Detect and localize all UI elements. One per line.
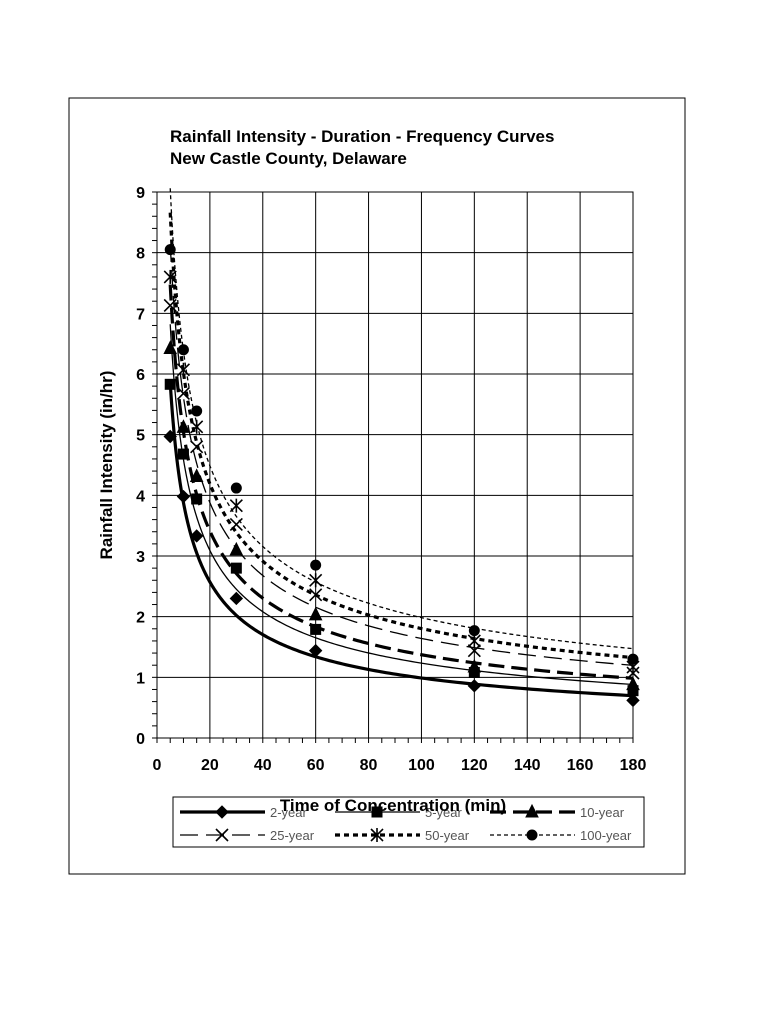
y-tick-label: 5 xyxy=(136,428,145,445)
data-point-10-year xyxy=(308,606,323,621)
data-point-2-year xyxy=(626,693,640,708)
data-point-2-year xyxy=(176,489,191,504)
data-point-5-year xyxy=(164,378,176,390)
data-point-100-year xyxy=(191,405,203,417)
y-tick-label: 7 xyxy=(136,306,145,323)
legend-marker xyxy=(370,828,384,842)
y-tick-label: 6 xyxy=(136,367,145,384)
data-point-2-year xyxy=(467,679,482,693)
data-point-10-year xyxy=(626,676,640,691)
series-line-5-year xyxy=(169,324,634,686)
data-point-25-year xyxy=(467,644,481,658)
y-tick-label: 0 xyxy=(136,731,145,748)
data-point-50-year xyxy=(176,362,191,377)
y-tick-label: 8 xyxy=(136,246,145,263)
minor-ticks xyxy=(152,191,634,743)
y-axis-title: Rainfall Intensity (in/hr) xyxy=(97,371,116,560)
chart-frame xyxy=(68,97,686,875)
legend-label: 25-year xyxy=(270,828,315,843)
data-point-100-year xyxy=(627,653,639,665)
data-point-25-year xyxy=(163,298,177,313)
legend-box xyxy=(172,796,645,848)
data-point-50-year xyxy=(163,269,177,284)
legend-marker xyxy=(371,806,383,818)
chart-subtitle: New Castle County, Delaware xyxy=(170,149,407,168)
series-line-2-year xyxy=(168,382,634,698)
series-line-25-year xyxy=(169,243,634,666)
x-tick-label: 0 xyxy=(153,757,162,774)
data-point-10-year xyxy=(189,468,204,483)
x-tick-labels: 0 20 40 60 80 100 120 140 160 180 xyxy=(153,757,647,774)
data-point-100-year xyxy=(230,482,242,494)
data-point-100-year xyxy=(468,625,480,637)
data-point-100-year xyxy=(177,344,189,356)
x-tick-label: 100 xyxy=(408,757,435,774)
legend-marker xyxy=(526,829,538,841)
data-point-10-year xyxy=(467,658,482,673)
legend-marker xyxy=(215,805,229,819)
data-point-2-year xyxy=(308,643,323,658)
data-point-50-year xyxy=(190,419,204,434)
x-axis-title: Time of Concentration (min) xyxy=(280,796,506,815)
data-point-25-year xyxy=(176,386,191,400)
y-tick-label: 2 xyxy=(136,610,145,627)
y-tick-label: 1 xyxy=(136,670,145,687)
data-point-10-year xyxy=(176,419,191,433)
y-tick-label: 9 xyxy=(136,185,145,202)
legend-label: 5-year xyxy=(425,805,463,820)
data-point-2-year xyxy=(163,429,177,444)
y-tick-label: 3 xyxy=(136,549,145,566)
legend-label: 100-year xyxy=(580,828,632,843)
legend-marker xyxy=(215,828,229,842)
x-tick-label: 140 xyxy=(514,757,541,774)
plot-area xyxy=(156,191,634,739)
legend-label: 50-year xyxy=(425,828,470,843)
series-line-50-year xyxy=(168,212,634,660)
x-tick-label: 20 xyxy=(201,757,219,774)
legend-label: 10-year xyxy=(580,805,625,820)
legend-marker xyxy=(525,803,539,818)
data-point-50-year xyxy=(309,573,323,588)
chart-title: Rainfall Intensity - Duration - Frequenc… xyxy=(170,127,554,146)
data-point-2-year xyxy=(229,591,244,606)
data-point-100-year xyxy=(164,244,176,256)
legend: 2-year 5-year 10-year 25-year 50-year 100-yea… xyxy=(180,803,632,843)
data-point-50-year xyxy=(467,633,481,648)
y-tick-labels: 0 1 2 3 4 5 6 7 8 9 xyxy=(136,185,145,748)
x-tick-label: 120 xyxy=(461,757,488,774)
data-point-2-year xyxy=(189,529,204,543)
legend-label: 2-year xyxy=(270,805,308,820)
series-lines xyxy=(163,188,640,708)
x-tick-label: 180 xyxy=(620,757,647,774)
x-tick-label: 60 xyxy=(307,757,325,774)
series-line-100-year xyxy=(169,188,634,650)
y-tick-label: 4 xyxy=(136,488,145,505)
x-tick-label: 80 xyxy=(360,757,378,774)
data-point-10-year xyxy=(163,340,178,355)
x-tick-label: 40 xyxy=(254,757,272,774)
x-tick-label: 160 xyxy=(567,757,594,774)
series-line-10-year xyxy=(168,284,634,680)
data-point-100-year xyxy=(310,559,322,571)
